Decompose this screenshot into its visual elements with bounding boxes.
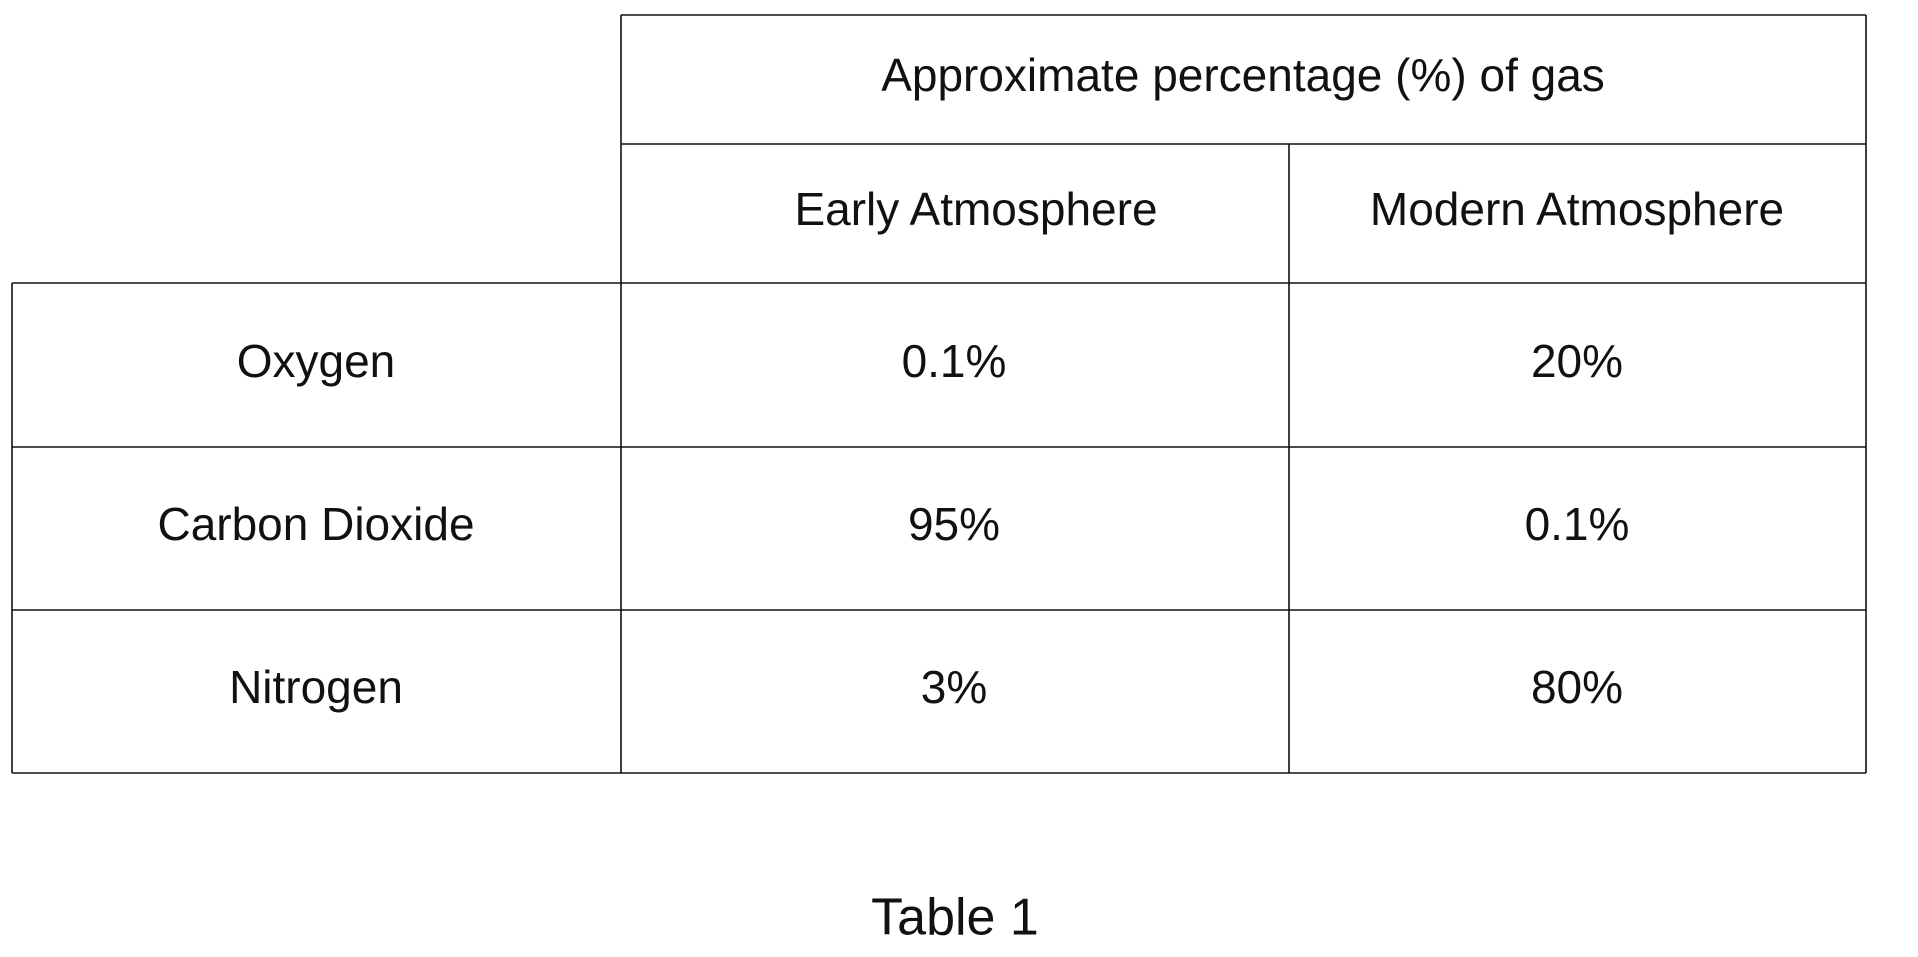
table-cell: 80% — [1531, 661, 1623, 713]
table-cell: 3% — [921, 661, 987, 713]
caption: Table 1 — [871, 889, 1039, 947]
row-label: Carbon Dioxide — [157, 498, 474, 550]
table-header: Approximate percentage (%) of gas — [881, 49, 1605, 101]
column-header: Modern Atmosphere — [1370, 183, 1784, 235]
table-cell: 95% — [908, 498, 1000, 550]
table-cell: 20% — [1531, 335, 1623, 387]
column-header: Early Atmosphere — [794, 183, 1157, 235]
table-cell: 0.1% — [1525, 498, 1630, 550]
table-borders — [11, 14, 1867, 774]
row-label: Oxygen — [237, 335, 396, 387]
table-cell: 0.1% — [902, 335, 1007, 387]
row-label: Nitrogen — [229, 661, 403, 713]
